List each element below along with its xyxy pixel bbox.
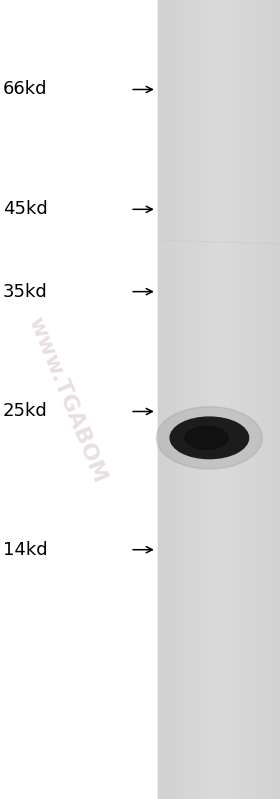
Ellipse shape — [185, 427, 228, 449]
Bar — [158, 0, 164, 799]
Bar — [256, 0, 262, 799]
Text: 35kd: 35kd — [3, 283, 48, 300]
Bar — [207, 0, 213, 799]
Bar — [231, 0, 237, 799]
Bar — [176, 0, 183, 799]
Text: 25kd: 25kd — [3, 403, 48, 420]
Bar — [243, 0, 249, 799]
Text: 45kd: 45kd — [3, 201, 48, 218]
Bar — [225, 0, 231, 799]
Bar — [268, 0, 274, 799]
Bar — [189, 0, 195, 799]
Bar — [219, 0, 225, 799]
Bar — [0, 0, 158, 799]
Text: 66kd: 66kd — [3, 81, 47, 98]
Bar — [183, 0, 189, 799]
Bar — [158, 0, 280, 799]
Ellipse shape — [170, 417, 249, 459]
Text: 14kd: 14kd — [3, 541, 47, 559]
Bar — [274, 0, 280, 799]
Bar — [249, 0, 256, 799]
Ellipse shape — [157, 407, 262, 469]
Bar — [170, 0, 176, 799]
Bar — [164, 0, 170, 799]
Bar — [195, 0, 201, 799]
Bar — [201, 0, 207, 799]
Text: www.TGABOM: www.TGABOM — [25, 313, 110, 486]
Bar — [237, 0, 244, 799]
Bar — [213, 0, 219, 799]
Bar — [262, 0, 268, 799]
